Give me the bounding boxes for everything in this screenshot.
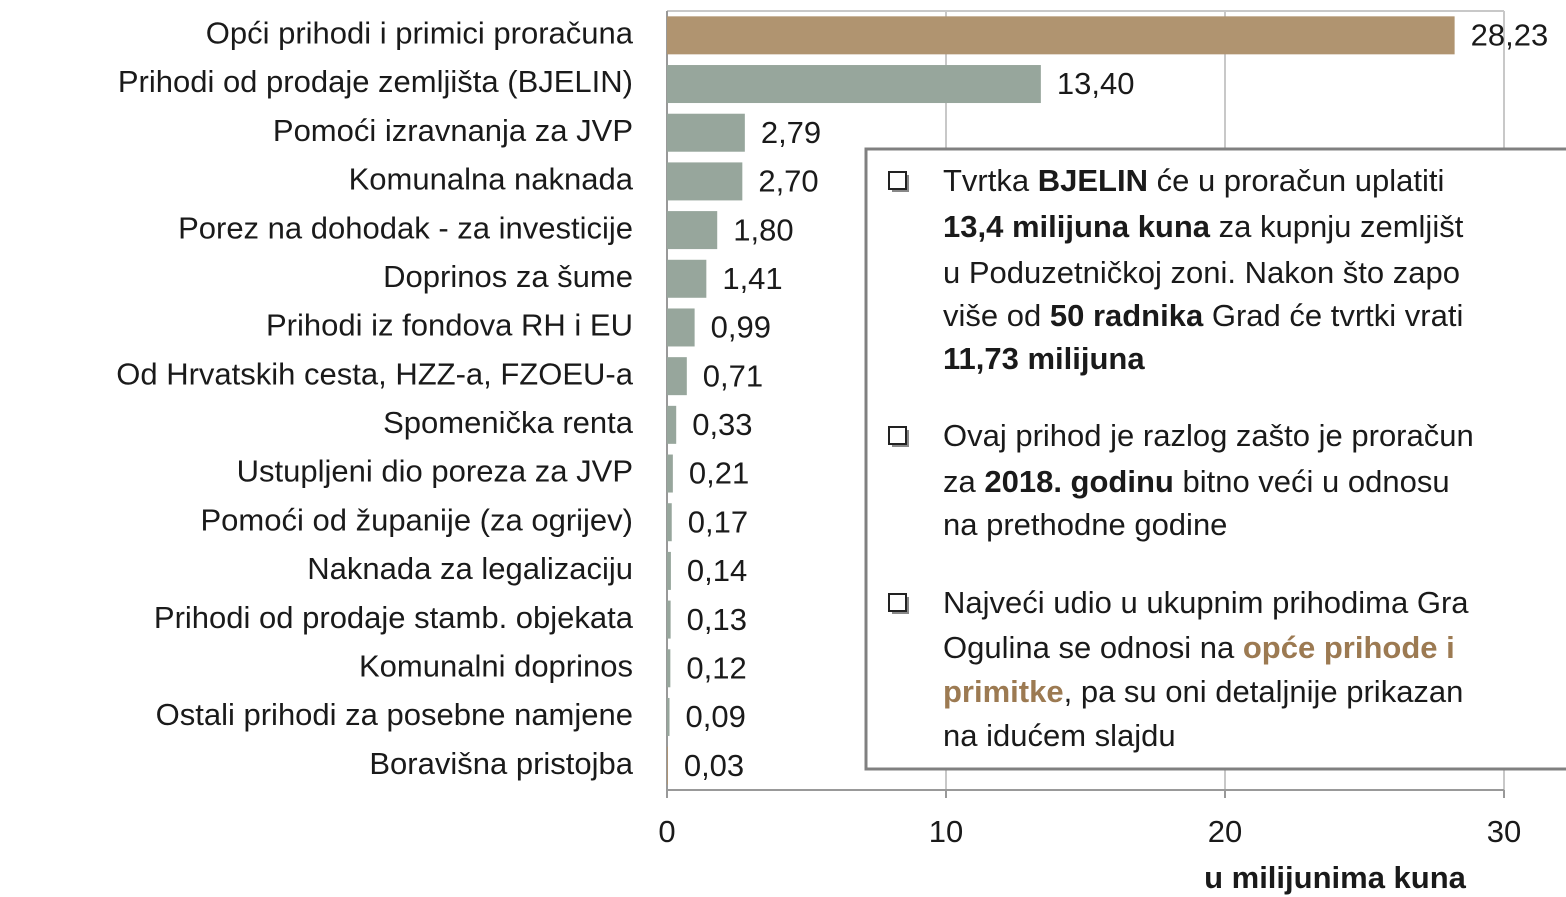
annotation-line: Tvrtka BJELIN će u proračun uplatiti xyxy=(943,163,1444,198)
y-tick-label: Ustupljeni dio poreza za JVP xyxy=(237,454,633,489)
value-label: 13,40 xyxy=(1057,66,1135,101)
bar xyxy=(667,162,743,201)
annotation-run: za xyxy=(943,464,984,499)
value-label: 0,03 xyxy=(684,748,744,783)
bar xyxy=(667,113,745,152)
annotation-run: Najveći udio u ukupnim prihodima Gra xyxy=(943,585,1469,620)
y-tick-label: Pomoći izravnanja za JVP xyxy=(273,113,633,148)
annotation-line: za 2018. godinu bitno veći u odnosu xyxy=(943,464,1450,499)
annotation-run: na idućem slajdu xyxy=(943,718,1176,753)
y-tick-label: Komunalna naknada xyxy=(349,162,634,197)
value-label: 0,14 xyxy=(687,553,747,588)
bar xyxy=(667,454,673,493)
annotation-line: na prethodne godine xyxy=(943,507,1227,542)
value-label: 2,70 xyxy=(758,164,818,199)
annotation-run: Grad će tvrtki vrati xyxy=(1203,298,1463,333)
bar xyxy=(667,259,707,298)
value-label: 0,99 xyxy=(711,310,771,345)
x-tick-label: 20 xyxy=(1208,814,1242,849)
y-tick-label: Boravišna pristojba xyxy=(369,746,633,781)
x-tick-label: 30 xyxy=(1487,814,1521,849)
y-tick-label: Naknada za legalizaciju xyxy=(307,551,633,586)
bar xyxy=(667,405,677,444)
value-label: 1,41 xyxy=(722,261,782,296)
annotation-line: u Poduzetničkoj zoni. Nakon što zapo xyxy=(943,255,1460,290)
annotation-run: u Poduzetničkoj zoni. Nakon što zapo xyxy=(943,255,1460,290)
annotation-line: više od 50 radnika Grad će tvrtki vrati xyxy=(943,298,1463,333)
annotation-run: na prethodne godine xyxy=(943,507,1227,542)
annotation-run: 50 radnika xyxy=(1050,298,1204,333)
y-tick-label: Doprinos za šume xyxy=(383,259,633,294)
y-tick-label: Od Hrvatskih cesta, HZZ-a, FZOEU-a xyxy=(116,356,634,391)
value-label: 0,71 xyxy=(703,358,763,393)
annotation-run: bitno veći u odnosu xyxy=(1174,464,1450,499)
y-tick-label: Prihodi od prodaje zemljišta (BJELIN) xyxy=(118,64,633,99)
annotation-box xyxy=(864,147,1566,771)
bar xyxy=(667,357,687,396)
bar xyxy=(667,649,671,688)
y-tick-label: Opći prihodi i primici proračuna xyxy=(206,16,634,51)
annotation-run: će u proračun uplatiti xyxy=(1148,163,1444,198)
bar xyxy=(667,600,671,639)
value-label: 0,09 xyxy=(686,699,746,734)
bar xyxy=(667,697,670,736)
annotation-line: 13,4 milijuna kuna za kupnju zemljišt xyxy=(943,209,1464,244)
value-label: 0,13 xyxy=(687,602,747,637)
value-label: 0,33 xyxy=(692,407,752,442)
annotation-line: Ogulina se odnosi na opće prihode i xyxy=(943,630,1455,665)
annotation-run: BJELIN xyxy=(1038,163,1148,198)
annotation-line: 11,73 milijuna xyxy=(943,341,1145,376)
bar xyxy=(667,211,718,250)
annotation-line: Najveći udio u ukupnim prihodima Gra xyxy=(943,585,1469,620)
y-tick-label: Komunalni doprinos xyxy=(359,648,633,683)
value-label: 1,80 xyxy=(733,212,793,247)
annotation-line: Ovaj prihod je razlog zašto je proračun xyxy=(943,418,1474,453)
y-tick-label: Prihodi od prodaje stamb. objekata xyxy=(154,600,634,635)
annotation-run: opće prihode i xyxy=(1243,630,1455,665)
bar xyxy=(667,746,668,785)
y-tick-label: Pomoći od županije (za ogrijev) xyxy=(201,502,634,537)
bar xyxy=(667,16,1455,55)
annotation-run: Ovaj prihod je razlog zašto je proračun xyxy=(943,418,1474,453)
bar xyxy=(667,65,1041,104)
annotation-run: primitke xyxy=(943,674,1064,709)
value-label: 0,17 xyxy=(688,504,748,539)
bullet xyxy=(888,593,907,612)
value-label: 0,12 xyxy=(686,650,746,685)
x-tick-label: 0 xyxy=(658,814,675,849)
annotation-run: Ogulina se odnosi na xyxy=(943,630,1243,665)
annotation-run: 2018. godinu xyxy=(984,464,1173,499)
bar xyxy=(667,551,671,590)
value-label: 2,79 xyxy=(761,115,821,150)
bullet xyxy=(888,171,907,190)
annotation-run: za kupnju zemljišt xyxy=(1210,209,1464,244)
y-tick-label: Prihodi iz fondova RH i EU xyxy=(266,308,633,343)
y-tick-label: Ostali prihodi za posebne namjene xyxy=(156,697,633,732)
bullet xyxy=(888,426,907,445)
annotation-run: , pa su oni detaljnije prikazan xyxy=(1064,674,1464,709)
annotation-run: 11,73 milijuna xyxy=(943,341,1145,376)
y-tick-label: Porez na dohodak - za investicije xyxy=(178,210,633,245)
x-axis-label: u milijunima kuna xyxy=(1204,860,1467,895)
value-label: 0,21 xyxy=(689,456,749,491)
annotation-line: na idućem slajdu xyxy=(943,718,1176,753)
bar xyxy=(667,308,695,347)
annotation-run: Tvrtka xyxy=(943,163,1038,198)
annotation-line: primitke, pa su oni detaljnije prikazan xyxy=(943,674,1463,709)
bar xyxy=(667,503,672,542)
annotation-run: više od xyxy=(943,298,1050,333)
value-label: 28,23 xyxy=(1471,18,1549,53)
x-tick-label: 10 xyxy=(929,814,963,849)
y-tick-label: Spomenička renta xyxy=(383,405,634,440)
annotation-run: 13,4 milijuna kuna xyxy=(943,209,1211,244)
